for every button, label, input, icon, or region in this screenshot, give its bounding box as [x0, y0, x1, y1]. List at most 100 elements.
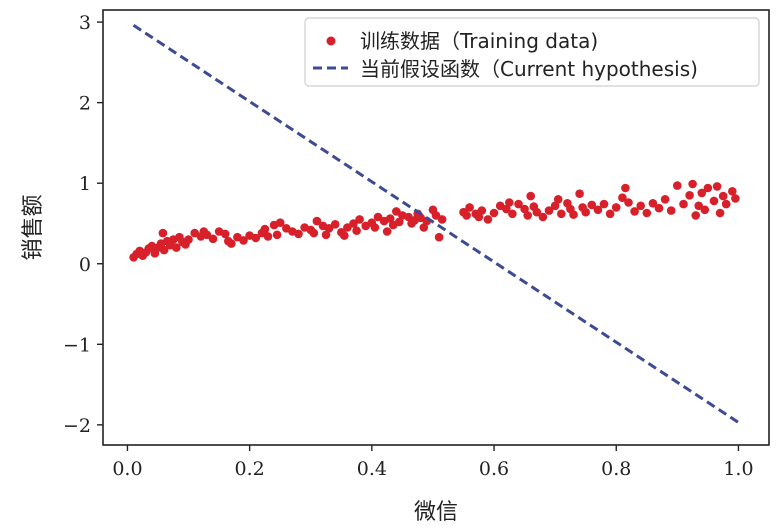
scatter-point-77 — [437, 215, 447, 224]
y-tick-label-4: −1 — [63, 334, 91, 356]
scatter-point-120 — [660, 195, 670, 204]
scatter-point-122 — [673, 181, 682, 190]
scatter-point-135 — [721, 199, 731, 209]
scatter-point-134 — [718, 191, 728, 201]
scatter-point-80 — [465, 203, 474, 212]
scatter-point-119 — [654, 203, 664, 213]
scatter-point-64 — [392, 207, 401, 216]
scatter-point-34 — [260, 224, 270, 234]
scatter-point-128 — [697, 188, 707, 198]
scatter-point-10 — [158, 228, 168, 238]
scatter-point-88 — [505, 198, 514, 207]
scatter-point-41 — [294, 229, 303, 239]
scatter-point-35 — [263, 232, 273, 241]
scatter-point-89 — [508, 209, 517, 219]
scatter-point-30 — [239, 236, 248, 245]
legend-marker-training-data — [326, 36, 336, 46]
scatter-point-84 — [483, 215, 493, 224]
scatter-point-61 — [382, 227, 392, 236]
scatter-point-108 — [593, 205, 603, 215]
x-axis-title: 微信 — [414, 500, 458, 525]
legend-label-training-data: 训练数据（Training data) — [360, 29, 598, 53]
scatter-point-114 — [624, 198, 633, 207]
scatter-point-107 — [587, 200, 597, 210]
scatter-point-87 — [502, 204, 511, 214]
scatter-point-125 — [688, 179, 697, 189]
scatter-point-111 — [611, 203, 621, 212]
scatter-point-109 — [599, 199, 609, 209]
y-tick-label-3: 0 — [79, 254, 91, 276]
scatter-point-123 — [679, 199, 688, 209]
scatter-point-85 — [489, 208, 499, 218]
scatter-point-130 — [703, 183, 713, 193]
scatter-point-75 — [431, 211, 441, 220]
scatter-point-104 — [575, 189, 584, 198]
scatter-point-28 — [227, 239, 236, 248]
scatter-point-106 — [581, 207, 590, 217]
scatter-point-55 — [355, 215, 364, 224]
scatter-point-97 — [544, 206, 554, 215]
scatter-point-47 — [321, 230, 331, 240]
y-tick-label-2: 1 — [79, 173, 91, 195]
scatter-point-126 — [691, 211, 700, 220]
scatter-point-131 — [709, 196, 719, 206]
scatter-point-117 — [642, 208, 652, 218]
scatter-point-19 — [184, 235, 193, 244]
scatter-point-44 — [309, 228, 319, 238]
scatter-point-124 — [685, 191, 694, 200]
scatter-point-137 — [731, 194, 740, 203]
scatter-point-52 — [343, 223, 352, 232]
scatter-point-93 — [526, 191, 535, 201]
scatter-point-38 — [275, 218, 285, 227]
scatter-point-121 — [666, 206, 676, 215]
scatter-point-103 — [569, 210, 578, 219]
scatter-point-100 — [557, 209, 566, 219]
scatter-point-51 — [340, 231, 349, 240]
plot-frame — [102, 9, 770, 446]
scatter-point-24 — [208, 234, 218, 244]
scatter-point-136 — [728, 187, 737, 196]
scatter-point-133 — [715, 208, 725, 218]
y-axis-title: 销售额 — [21, 194, 46, 260]
scatter-point-83 — [477, 206, 487, 215]
x-tick-label-2: 0.4 — [357, 458, 387, 480]
y-tick-label-0: 3 — [79, 12, 91, 34]
scatter-point-115 — [630, 207, 639, 216]
scatter-point-72 — [419, 223, 429, 232]
scatter-point-90 — [514, 199, 523, 209]
scatter-point-48 — [324, 224, 334, 233]
scatter-point-129 — [700, 205, 710, 215]
scatter-point-23 — [202, 230, 212, 240]
scatter-point-11 — [159, 245, 169, 255]
scatter-point-79 — [462, 211, 471, 220]
plot-content — [129, 24, 740, 424]
scatter-point-15 — [172, 243, 181, 252]
axis-ticks: 0.0 0.2 0.4 0.6 0.8 1.0 3 2 1 0 −1 −2 — [63, 12, 754, 480]
scatter-point-132 — [712, 182, 722, 191]
scatter-point-58 — [370, 223, 380, 232]
scatter-point-59 — [373, 212, 383, 222]
scatter-point-53 — [349, 219, 358, 228]
scatter-point-98 — [550, 201, 560, 211]
scatter-point-45 — [312, 216, 322, 226]
scatter-point-127 — [694, 201, 703, 211]
scatter-point-118 — [648, 199, 658, 208]
scatter-point-62 — [385, 214, 395, 223]
hypothesis-line — [132, 24, 740, 424]
legend: 训练数据（Training data) 当前假设函数（Current hypot… — [304, 17, 760, 87]
scatter-point-91 — [520, 204, 529, 214]
scatter-point-82 — [474, 212, 484, 222]
scatter-point-76 — [434, 232, 444, 242]
scatter-point-95 — [532, 207, 542, 217]
y-tick-label-5: −2 — [63, 415, 91, 437]
scatter-point-116 — [636, 201, 645, 211]
x-tick-label-3: 0.6 — [479, 458, 509, 480]
scatter-point-96 — [538, 212, 548, 222]
scatter-point-112 — [618, 193, 627, 202]
x-tick-label-1: 0.2 — [235, 458, 265, 480]
scatter-point-54 — [352, 226, 361, 235]
x-tick-label-0: 0.0 — [112, 458, 142, 480]
scatter-point-65 — [395, 217, 404, 227]
y-tick-label-1: 2 — [79, 93, 91, 115]
